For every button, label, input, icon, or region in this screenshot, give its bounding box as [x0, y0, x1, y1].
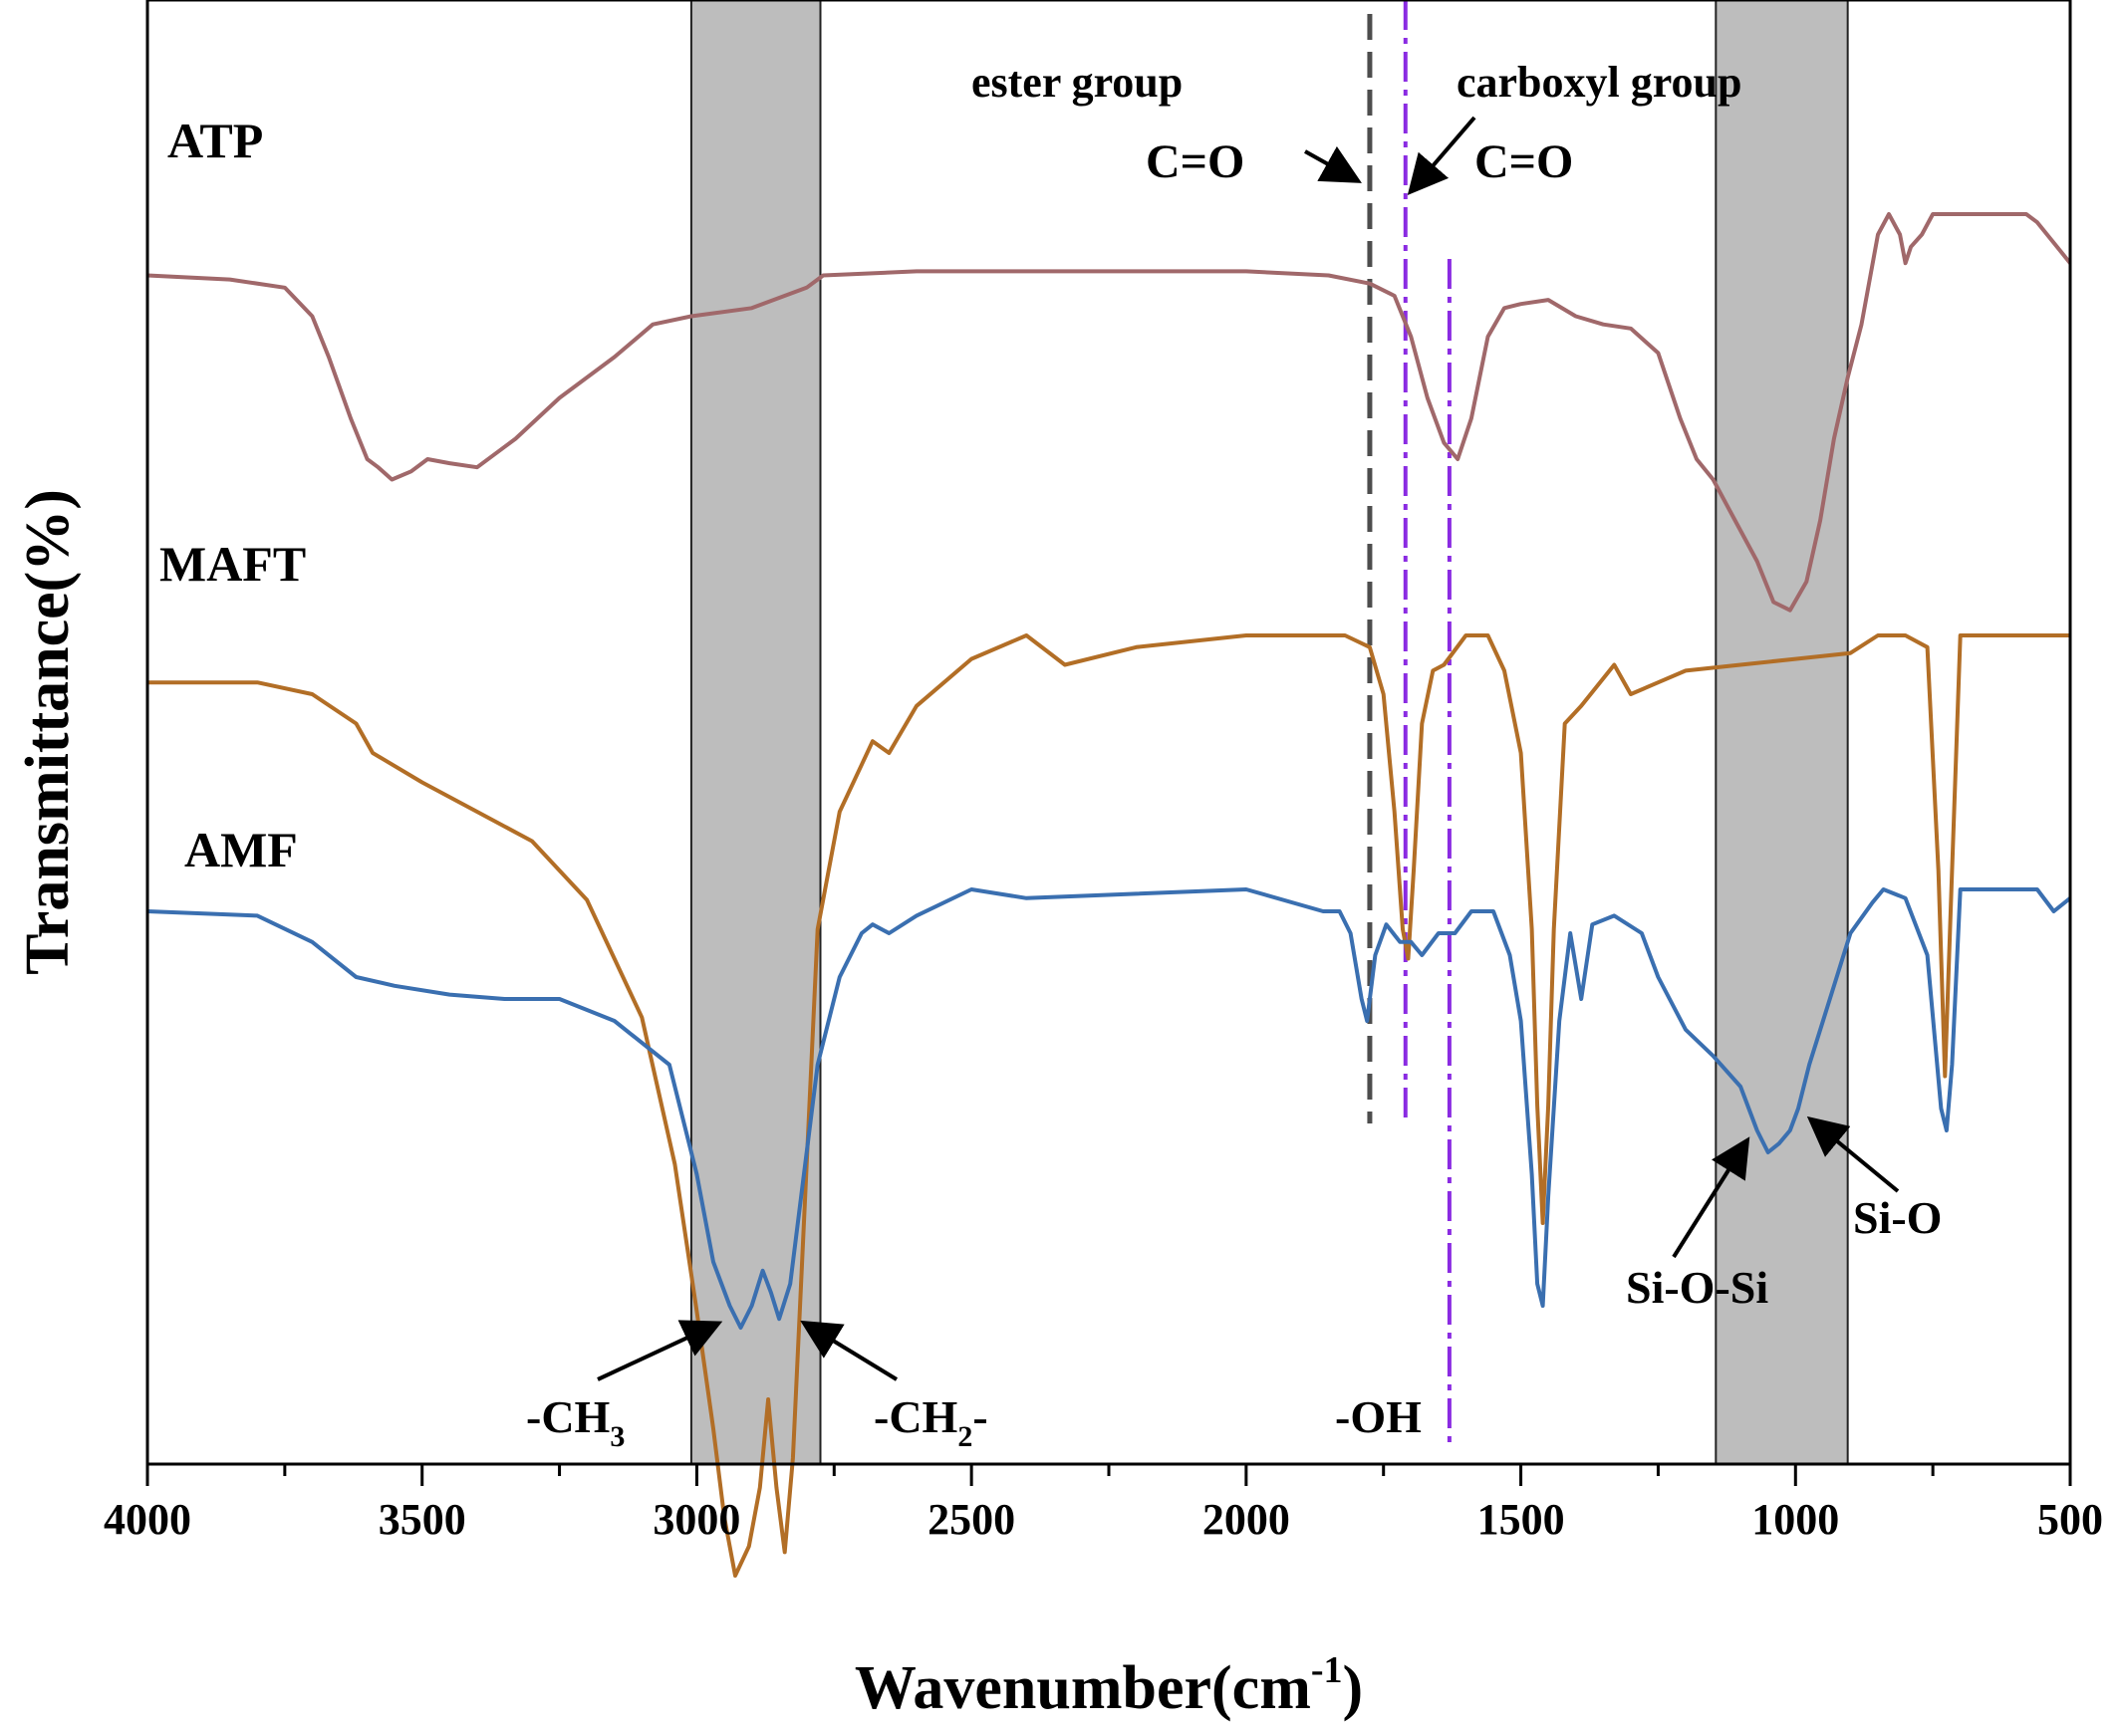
sio-label: Si-O — [1853, 1192, 1942, 1243]
x-tick-label: 2000 — [1202, 1495, 1290, 1544]
y-axis-title: Transmittance(%) — [14, 489, 82, 975]
x-tick-label: 500 — [2037, 1495, 2103, 1544]
spectra — [146, 212, 2072, 1578]
series-label-atp: ATP — [167, 113, 263, 168]
x-tick-label: 1000 — [1751, 1495, 1839, 1544]
arrow-ch2 — [800, 1320, 899, 1381]
siosi-label: Si-O-Si — [1626, 1262, 1768, 1313]
arrow-carboxyl-co — [1407, 116, 1476, 196]
series-line-maft — [147, 633, 2070, 1578]
shaded-region-1 — [1715, 0, 1849, 1465]
x-tick-label: 4000 — [104, 1495, 191, 1544]
x-tick-label: 1500 — [1477, 1495, 1565, 1544]
ch3-label: -CH3 — [526, 1391, 625, 1453]
shaded-regions — [689, 0, 1849, 1465]
series-line-amf — [146, 887, 2072, 1330]
series-line-atp — [146, 212, 2072, 613]
arrow-ester-co — [1304, 145, 1362, 183]
ester-co-label: C=O — [1146, 135, 1244, 188]
carboxyl-co-label: C=O — [1474, 135, 1573, 188]
series-label-amf: AMF — [184, 822, 298, 877]
ch2-label: -CH2- — [874, 1391, 988, 1453]
arrow-siosi — [1672, 1136, 1750, 1259]
x-tick-label: 2500 — [928, 1495, 1015, 1544]
carboxyl-group-label: carboxyl group — [1457, 58, 1741, 107]
x-axis-ticks: 4000 3500 3000 2500 2000 1500 1000 500 — [104, 1464, 2103, 1544]
ester-group-label: ester group — [971, 58, 1183, 107]
reference-lines — [1367, 0, 1452, 1449]
x-axis-title: Wavenumber(cm-1) — [855, 1649, 1363, 1722]
x-tick-label: 3000 — [653, 1495, 740, 1544]
series-label-maft: MAFT — [159, 536, 306, 592]
arrow-ch3 — [597, 1320, 723, 1381]
annotation-arrows — [597, 116, 1900, 1381]
arrow-sio — [1806, 1116, 1900, 1193]
oh-label: -OH — [1335, 1391, 1422, 1442]
x-tick-label: 3500 — [379, 1495, 466, 1544]
